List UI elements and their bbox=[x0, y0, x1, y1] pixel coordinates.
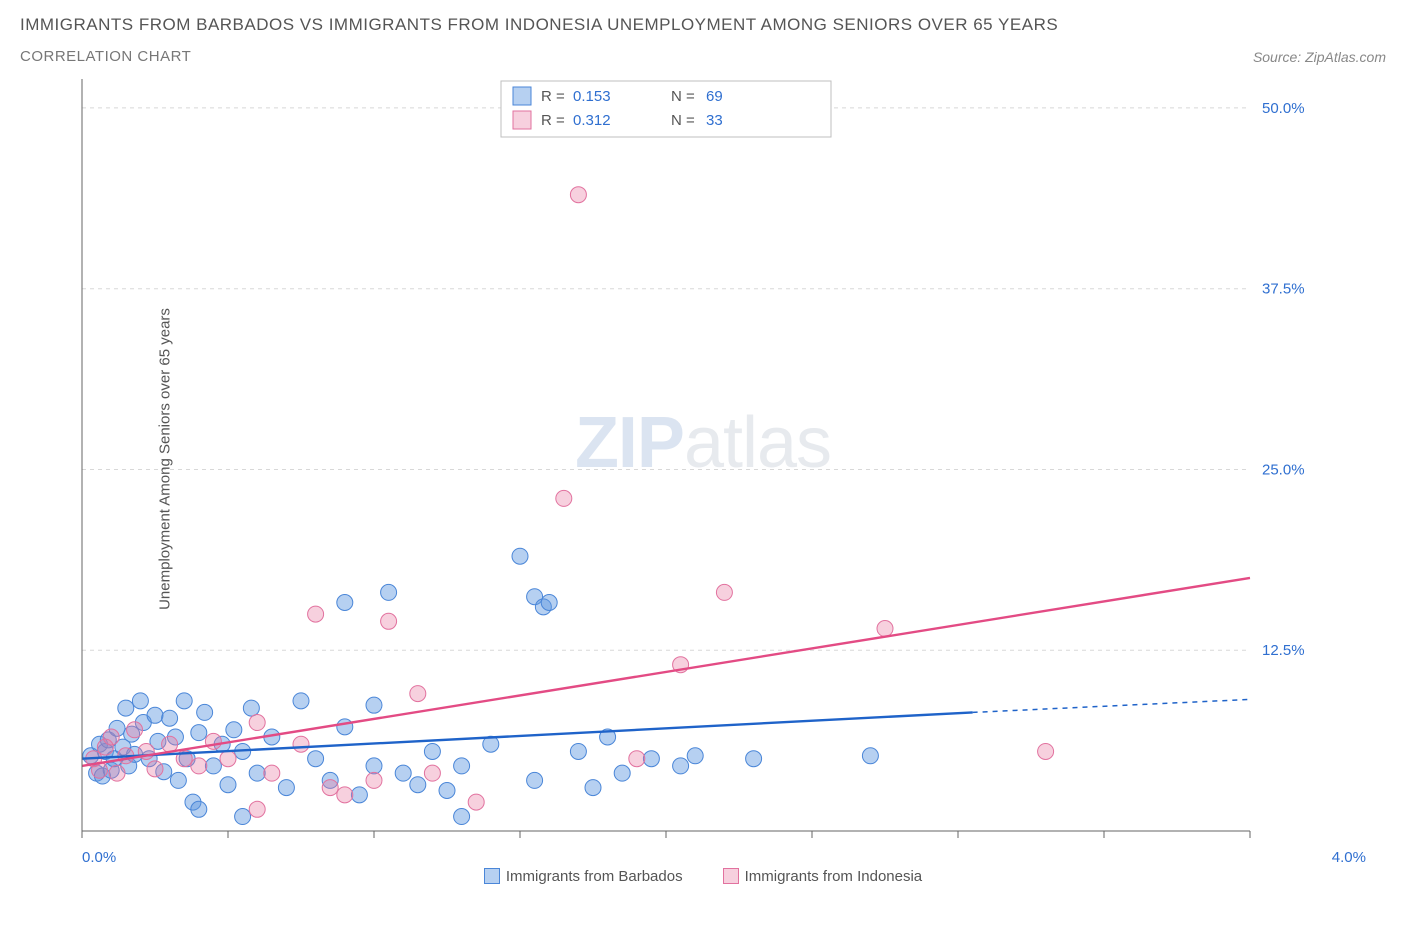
x-axis-range: 0.0% 4.0% bbox=[82, 849, 1366, 866]
svg-text:37.5%: 37.5% bbox=[1262, 280, 1305, 297]
svg-text:0.312: 0.312 bbox=[573, 112, 611, 129]
svg-text:50.0%: 50.0% bbox=[1262, 99, 1305, 116]
svg-text:12.5%: 12.5% bbox=[1262, 642, 1305, 659]
legend-swatch-barbados bbox=[484, 868, 500, 884]
svg-text:25.0%: 25.0% bbox=[1262, 461, 1305, 478]
svg-text:N =: N = bbox=[671, 112, 695, 129]
svg-text:69: 69 bbox=[706, 88, 723, 105]
chart-area: Unemployment Among Seniors over 65 years… bbox=[20, 69, 1386, 849]
svg-text:N =: N = bbox=[671, 88, 695, 105]
legend-swatch-indonesia bbox=[723, 868, 739, 884]
x-min-label: 0.0% bbox=[82, 849, 116, 866]
svg-text:R =: R = bbox=[541, 112, 565, 129]
chart-header: IMMIGRANTS FROM BARBADOS VS IMMIGRANTS F… bbox=[20, 12, 1386, 65]
chart-subtitle: CORRELATION CHART bbox=[20, 48, 1386, 65]
chart-title: IMMIGRANTS FROM BARBADOS VS IMMIGRANTS F… bbox=[20, 12, 1386, 38]
legend: Immigrants from Barbados Immigrants from… bbox=[20, 868, 1386, 885]
x-max-label: 4.0% bbox=[1332, 849, 1366, 866]
svg-text:33: 33 bbox=[706, 112, 723, 129]
source-attribution: Source: ZipAtlas.com bbox=[1253, 49, 1386, 65]
svg-text:R =: R = bbox=[541, 88, 565, 105]
legend-item-indonesia: Immigrants from Indonesia bbox=[723, 868, 923, 885]
legend-item-barbados: Immigrants from Barbados bbox=[484, 868, 683, 885]
scatter-chart: 12.5% 25.0% 37.5% 50.0% R = 0.153 N = 69 R = 0… bbox=[20, 69, 1320, 849]
svg-text:0.153: 0.153 bbox=[573, 88, 611, 105]
y-axis-label: Unemployment Among Seniors over 65 years bbox=[156, 308, 173, 610]
